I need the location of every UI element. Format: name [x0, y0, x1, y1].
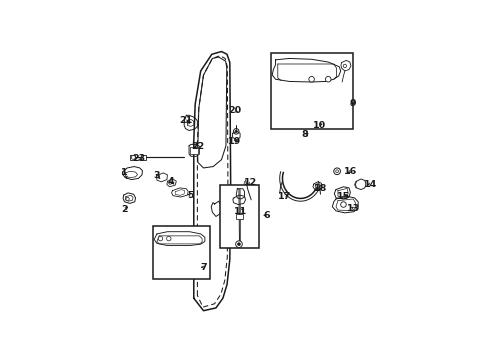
- Text: 12: 12: [244, 179, 257, 188]
- Bar: [130, 155, 135, 160]
- Text: 21: 21: [179, 116, 192, 125]
- Circle shape: [166, 237, 171, 241]
- Bar: [271, 53, 352, 129]
- Text: 11: 11: [234, 207, 247, 216]
- Text: 23: 23: [131, 154, 144, 163]
- Text: 22: 22: [190, 142, 203, 151]
- Bar: [141, 155, 146, 160]
- Circle shape: [186, 121, 190, 124]
- Text: 1: 1: [121, 168, 127, 177]
- Text: 6: 6: [263, 211, 269, 220]
- Circle shape: [131, 156, 135, 159]
- Circle shape: [158, 237, 163, 241]
- Circle shape: [343, 64, 346, 68]
- Text: 19: 19: [228, 138, 241, 147]
- Circle shape: [168, 181, 171, 184]
- Text: 2: 2: [121, 205, 128, 214]
- Text: 4: 4: [167, 177, 174, 186]
- Circle shape: [237, 243, 240, 246]
- Text: 20: 20: [228, 106, 241, 115]
- Bar: [189, 147, 198, 154]
- Text: 10: 10: [312, 121, 325, 130]
- Circle shape: [335, 170, 338, 173]
- Bar: [153, 226, 210, 279]
- Text: 13: 13: [346, 204, 360, 213]
- Circle shape: [308, 76, 314, 82]
- Text: 17: 17: [277, 192, 290, 201]
- Bar: [220, 185, 259, 248]
- Text: 15: 15: [336, 192, 349, 201]
- Circle shape: [233, 129, 239, 134]
- Text: 14: 14: [363, 180, 376, 189]
- Text: 16: 16: [344, 167, 357, 176]
- Text: 5: 5: [187, 190, 194, 199]
- Bar: [236, 214, 243, 219]
- Text: 7: 7: [200, 263, 207, 272]
- Circle shape: [235, 241, 242, 247]
- Circle shape: [340, 202, 346, 207]
- Circle shape: [235, 130, 237, 132]
- Text: 8: 8: [301, 130, 307, 139]
- Circle shape: [315, 184, 319, 188]
- Text: 3: 3: [153, 171, 160, 180]
- Text: 9: 9: [348, 99, 355, 108]
- Text: 18: 18: [313, 184, 326, 193]
- Circle shape: [333, 168, 340, 175]
- Circle shape: [325, 76, 330, 82]
- Circle shape: [125, 197, 129, 201]
